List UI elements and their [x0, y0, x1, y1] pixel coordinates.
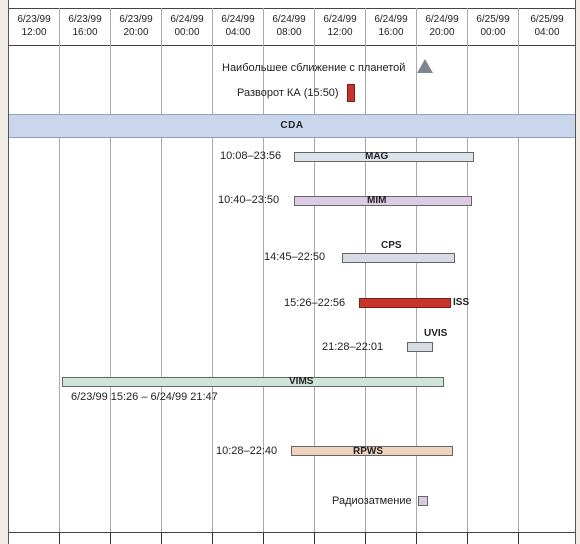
radio-occultation-marker: [418, 496, 428, 506]
radio-occultation-label: Радиозатмение: [332, 495, 412, 507]
grid-line: [161, 8, 162, 533]
iss-label: ISS: [453, 297, 470, 308]
time-column-8: 6/24/99 16:00: [366, 9, 416, 45]
axis-tick: [416, 533, 417, 544]
time-column-5: 6/24/99 04:00: [213, 9, 263, 45]
grid-line: [314, 8, 315, 533]
time-column-1: 6/23/99 12:00: [9, 9, 59, 45]
axis-tick: [518, 533, 519, 544]
grid-line: [59, 8, 60, 533]
axis-tick: [59, 533, 60, 544]
mim-bar: [294, 196, 472, 206]
cda-band: CDA: [9, 114, 575, 138]
column-date: 6/23/99: [68, 14, 102, 25]
time-column-10: 6/25/99 00:00: [468, 9, 518, 45]
column-date: 6/24/99: [374, 14, 408, 25]
vims-bar: [62, 377, 444, 387]
column-date: 6/25/99: [476, 14, 510, 25]
grid-line: [263, 8, 264, 533]
column-time: 12:00: [21, 27, 47, 38]
uvis-label: UVIS: [424, 328, 448, 339]
bottom-axis: [9, 532, 575, 533]
column-date: 6/24/99: [272, 14, 306, 25]
time-column-2: 6/23/99 16:00: [60, 9, 110, 45]
time-column-7: 6/24/99 12:00: [315, 9, 365, 45]
grid-line: [110, 8, 111, 533]
mim-label: MIM: [367, 195, 387, 206]
cps-label: CPS: [381, 240, 402, 251]
column-time: 00:00: [174, 27, 200, 38]
axis-tick: [263, 533, 264, 544]
column-date: 6/23/99: [17, 14, 51, 25]
mag-time-range: 10:08–23:56: [220, 150, 282, 162]
cps-bar: [342, 253, 455, 263]
time-column-6: 6/24/99 08:00: [264, 9, 314, 45]
timeline-frame: 6/23/99 12:00 6/23/99 16:00 6/23/99 20:00 6…: [8, 0, 576, 544]
grid-line: [212, 8, 213, 533]
time-column-11: 6/25/99 04:00: [519, 9, 575, 45]
time-column-9: 6/24/99 20:00: [417, 9, 467, 45]
column-time: 12:00: [327, 27, 353, 38]
column-time: 20:00: [429, 27, 455, 38]
column-date: 6/24/99: [425, 14, 459, 25]
uvis-bar: [407, 342, 433, 352]
mag-bar: [294, 152, 474, 162]
rpws-label: RPWS: [353, 446, 383, 457]
closest-approach-marker: [417, 59, 433, 73]
column-time: 08:00: [276, 27, 302, 38]
column-date: 6/24/99: [323, 14, 357, 25]
uvis-time-range: 21:28–22:01: [322, 341, 384, 353]
axis-tick: [365, 533, 366, 544]
axis-tick: [110, 533, 111, 544]
iss-time-range: 15:26–22:56: [284, 297, 346, 309]
axis-tick: [467, 533, 468, 544]
mim-time-range: 10:40–23:50: [218, 194, 280, 206]
spacecraft-turn-label: Разворот КА (15:50): [237, 87, 339, 99]
spacecraft-turn-marker: [347, 84, 355, 102]
column-time: 16:00: [378, 27, 404, 38]
axis-tick: [314, 533, 315, 544]
column-time: 04:00: [225, 27, 251, 38]
grid-line: [416, 8, 417, 533]
axis-tick: [161, 533, 162, 544]
time-header-row: 6/23/99 12:00 6/23/99 16:00 6/23/99 20:00 6…: [9, 8, 575, 46]
column-time: 04:00: [534, 27, 560, 38]
column-date: 6/25/99: [530, 14, 564, 25]
column-date: 6/24/99: [170, 14, 204, 25]
time-column-4: 6/24/99 00:00: [162, 9, 212, 45]
rpws-time-range: 10:28–22:40: [216, 445, 278, 457]
column-time: 16:00: [72, 27, 98, 38]
column-time: 20:00: [123, 27, 149, 38]
closest-approach-label: Наибольшее сближение с планетой: [222, 62, 406, 74]
column-date: 6/23/99: [119, 14, 153, 25]
column-time: 00:00: [480, 27, 506, 38]
cps-time-range: 14:45–22:50: [264, 251, 326, 263]
mag-label: MAG: [365, 151, 389, 162]
iss-bar: [359, 298, 451, 308]
vims-time-range: 6/23/99 15:26 – 6/24/99 21:47: [71, 391, 218, 403]
vims-label: VIMS: [289, 376, 314, 387]
time-column-3: 6/23/99 20:00: [111, 9, 161, 45]
axis-tick: [212, 533, 213, 544]
column-date: 6/24/99: [221, 14, 255, 25]
grid-line: [467, 8, 468, 533]
grid-line: [365, 8, 366, 533]
rpws-bar: [291, 446, 453, 456]
grid-line: [518, 8, 519, 533]
